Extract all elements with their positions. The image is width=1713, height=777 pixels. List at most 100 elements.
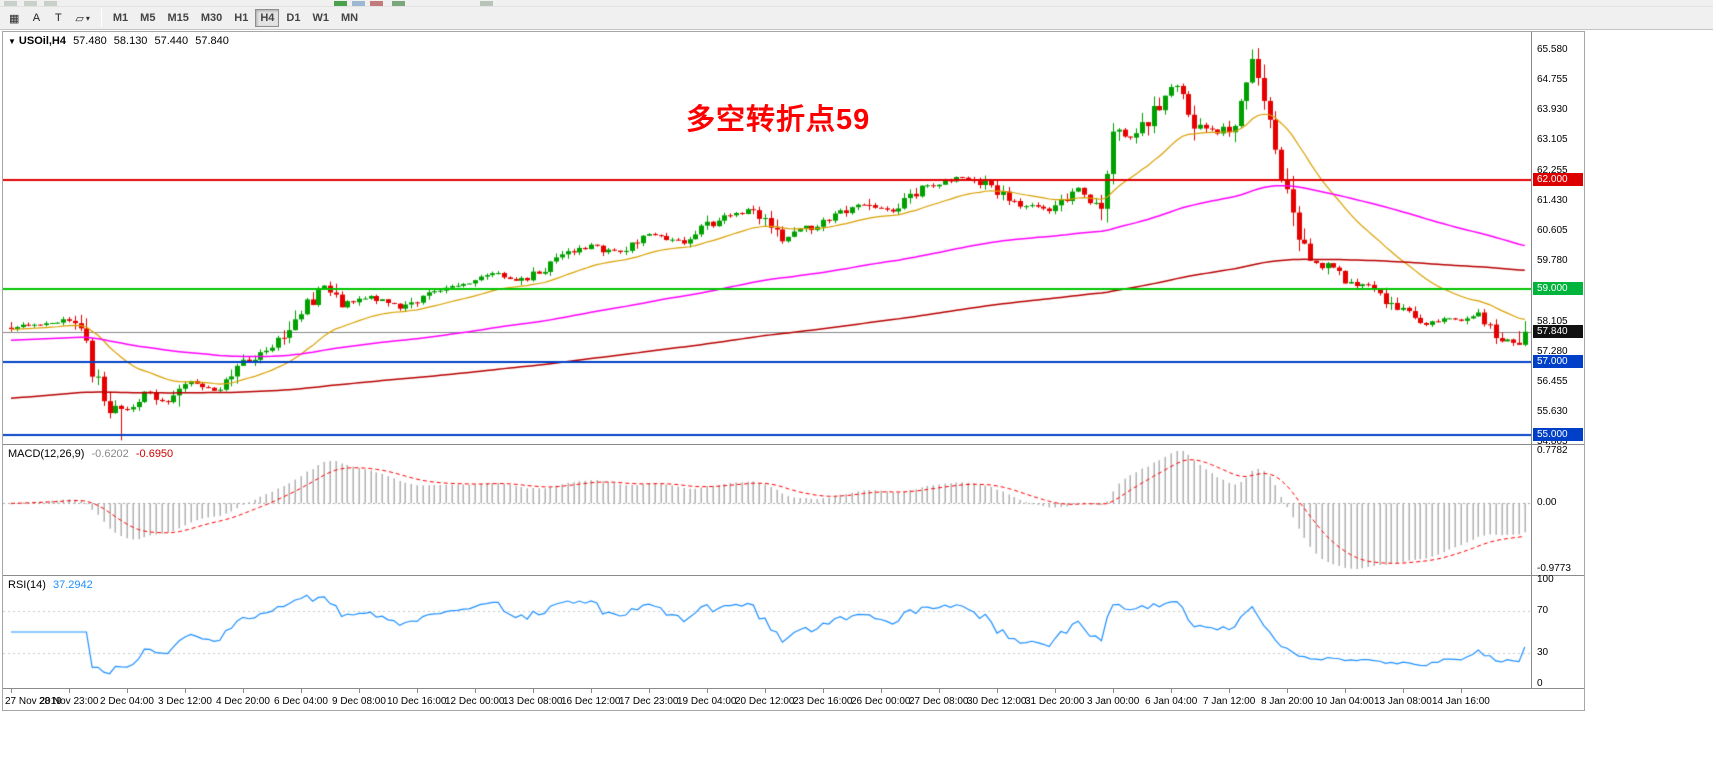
macd-chart-canvas[interactable]	[3, 445, 1531, 575]
price-badge-57.000: 57.000	[1533, 355, 1583, 369]
price-axis-label: 65.580	[1537, 43, 1568, 55]
pane-separator[interactable]	[3, 575, 1584, 576]
time-axis-tick	[1345, 689, 1346, 693]
rsi-axis-label: 0	[1537, 678, 1543, 689]
chevron-down-icon[interactable]: ▼	[8, 37, 16, 46]
macd-scale[interactable]: 0.7782 0.00 -0.9773	[1531, 445, 1584, 575]
timeframe-button-m30[interactable]: M30	[200, 12, 223, 24]
time-axis-label: 16 Dec 12:00	[561, 696, 621, 707]
ohlc-open: 57.480	[73, 35, 107, 47]
time-axis-label: 13 Jan 08:00	[1374, 696, 1432, 707]
time-axis[interactable]: 27 Nov 2019 28 Nov 23:00 2 Dec 04:00 3 Dec …	[3, 688, 1584, 710]
shapes-tool-button[interactable]: ▱ ▾	[75, 12, 90, 25]
time-axis-tick	[301, 689, 302, 693]
time-axis-label: 6 Jan 04:00	[1145, 696, 1198, 707]
drawing-tools-group: ▦ A T ▱ ▾	[3, 9, 96, 27]
macd-axis-label: 0.7782	[1537, 445, 1568, 456]
rsi-label: RSI(14)	[8, 579, 46, 591]
time-axis-tick	[1171, 689, 1172, 693]
time-axis-tick	[707, 689, 708, 693]
timeframe-button-h4[interactable]: H4	[255, 9, 280, 27]
rsi-value: 37.2942	[52, 579, 93, 591]
time-axis-label: 27 Dec 08:00	[909, 696, 969, 707]
time-axis-tick	[533, 689, 534, 693]
time-axis-tick	[1287, 689, 1288, 693]
price-axis-label: 59.780	[1537, 254, 1568, 266]
timeframe-button-m5[interactable]: M5	[140, 12, 156, 24]
timeframe-group: M1 M5 M15 M30 H1 H4 D1 W1 MN	[107, 9, 364, 27]
time-axis-tick	[881, 689, 882, 693]
text-a-tool-button[interactable]: A	[32, 12, 41, 24]
time-axis-label: 7 Jan 12:00	[1203, 696, 1256, 707]
timeframe-button-w1[interactable]: W1	[312, 12, 329, 24]
time-axis-tick	[1055, 689, 1056, 693]
time-axis-label: 2 Dec 04:00	[100, 696, 154, 707]
time-axis-tick	[243, 689, 244, 693]
price-axis-label: 64.755	[1537, 73, 1568, 85]
price-badge-59.000: 59.000	[1533, 282, 1583, 296]
time-axis-label: 9 Dec 08:00	[332, 696, 386, 707]
macd-axis-label: -0.9773	[1537, 563, 1571, 574]
toolbar-row-clipped	[0, 0, 1713, 7]
time-axis-label: 27 Nov 2019	[5, 696, 62, 707]
time-axis-tick	[1461, 689, 1462, 693]
price-badge-62.000: 62.000	[1533, 173, 1583, 187]
time-axis-label: 8 Jan 20:00	[1261, 696, 1314, 707]
chart-annotation-text[interactable]: 多空转折点59	[686, 104, 871, 136]
ohlc-low: 57.440	[154, 35, 189, 47]
time-axis-tick	[127, 689, 128, 693]
time-axis-label: 31 Dec 20:00	[1025, 696, 1085, 707]
time-axis-label: 4 Dec 20:00	[216, 696, 270, 707]
price-axis-label: 54.805	[1537, 436, 1568, 448]
time-axis-label: 23 Dec 16:00	[793, 696, 853, 707]
timeframe-button-h1[interactable]: H1	[234, 12, 249, 24]
time-axis-tick	[417, 689, 418, 693]
price-chart-canvas[interactable]	[3, 32, 1531, 444]
ohlc-close: 57.840	[195, 35, 229, 47]
toolbar-separator	[100, 9, 102, 27]
timeframe-button-mn[interactable]: MN	[340, 12, 359, 24]
time-axis-label: 10 Jan 04:00	[1316, 696, 1374, 707]
symbol-timeframe-label: USOil,H4	[18, 35, 66, 47]
time-axis-tick	[1403, 689, 1404, 693]
macd-pane: MACD(12,26,9) -0.6202 -0.6950 0.7782 0.00…	[3, 445, 1584, 575]
price-scale[interactable]: 65.580 64.755 63.930 63.105 62.255 61.430 60.6…	[1531, 32, 1584, 447]
text-t-tool-button[interactable]: T	[55, 12, 62, 24]
price-axis-label: 55.630	[1537, 406, 1568, 418]
clipped-icon	[24, 1, 37, 6]
time-axis-tick	[591, 689, 592, 693]
clipped-icon	[352, 1, 365, 6]
grid-tool-button[interactable]: ▦	[9, 12, 20, 25]
clipped-icon	[370, 1, 383, 6]
pane-separator[interactable]	[3, 444, 1584, 445]
time-axis-label: 13 Dec 08:00	[503, 696, 563, 707]
time-axis-label: 3 Dec 12:00	[158, 696, 212, 707]
time-axis-tick	[997, 689, 998, 693]
time-axis-tick	[359, 689, 360, 693]
rsi-scale[interactable]: 100 70 30 0	[1531, 574, 1584, 689]
time-axis-label: 28 Nov 23:00	[39, 696, 99, 707]
time-axis-tick	[475, 689, 476, 693]
time-axis-label: 6 Dec 04:00	[274, 696, 328, 707]
time-axis-label: 26 Dec 00:00	[851, 696, 911, 707]
clipped-icon	[392, 1, 405, 6]
price-axis-label: 60.605	[1537, 224, 1568, 236]
chevron-down-icon: ▾	[85, 13, 90, 23]
time-axis-tick	[1229, 689, 1230, 693]
time-axis-label: 30 Dec 12:00	[967, 696, 1027, 707]
clipped-icon	[334, 1, 347, 6]
rsi-title: RSI(14) 37.2942	[8, 579, 97, 591]
time-axis-label: 12 Dec 00:00	[445, 696, 505, 707]
price-axis-label: 56.455	[1537, 376, 1568, 388]
timeframe-button-m1[interactable]: M1	[112, 12, 129, 24]
rsi-chart-canvas[interactable]	[3, 576, 1531, 688]
ohlc-high: 58.130	[113, 35, 148, 47]
timeframe-button-d1[interactable]: D1	[286, 12, 301, 24]
time-axis-tick	[939, 689, 940, 693]
macd-label: MACD(12,26,9)	[8, 448, 85, 460]
time-axis-label: 20 Dec 12:00	[735, 696, 795, 707]
time-axis-label: 19 Dec 04:00	[677, 696, 737, 707]
chart-window: ▼ USOil,H4 57.480 58.130 57.440 57.840 多空…	[2, 31, 1585, 711]
time-axis-label: 10 Dec 16:00	[387, 696, 447, 707]
timeframe-button-m15[interactable]: M15	[167, 12, 189, 24]
